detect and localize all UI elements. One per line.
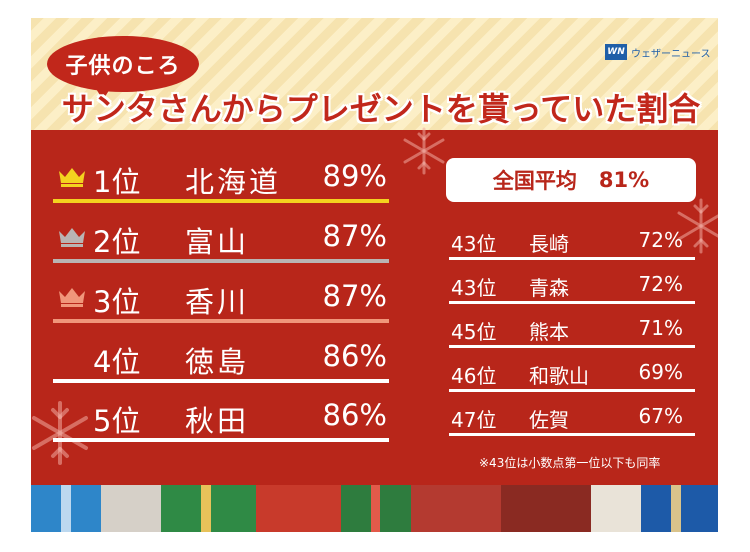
rank-underline — [53, 438, 389, 442]
crown-silver-icon — [59, 228, 85, 247]
rank-underline — [449, 257, 695, 260]
prefecture-label: 熊本 — [529, 320, 569, 344]
value-label: 87% — [322, 279, 387, 313]
rank-label: 46位 — [451, 364, 497, 388]
value-label: 69% — [638, 360, 683, 384]
rank-row-1: 1位 北海道 89% — [53, 153, 389, 203]
crown-bronze-icon — [59, 288, 85, 307]
rank-label: 4位 — [93, 345, 141, 379]
gift-boxes-decoration — [31, 485, 718, 532]
average-value: 81% — [598, 168, 650, 192]
prefecture-label: 秋田 — [185, 404, 250, 438]
value-label: 86% — [322, 339, 387, 373]
infographic-card: 子供のころ WN ウェザーニュース サンタさんからプレゼントを貰っていた割合 — [31, 18, 718, 532]
low-rank-row-2: 43位 青森 72% — [449, 264, 695, 304]
low-rank-row-1: 43位 長崎 72% — [449, 220, 695, 260]
rank-underline — [449, 301, 695, 304]
logo-text: ウェザーニュース — [631, 48, 711, 60]
rank-label: 45位 — [451, 320, 497, 344]
national-average-box: 全国平均 81% — [446, 158, 696, 202]
rank-underline — [449, 433, 695, 436]
prefecture-label: 徳島 — [185, 345, 250, 379]
prefecture-label: 北海道 — [185, 165, 282, 199]
prefecture-label: 佐賀 — [529, 408, 569, 432]
value-label: 72% — [638, 228, 683, 252]
low-rank-row-4: 46位 和歌山 69% — [449, 352, 695, 392]
rank-label: 2位 — [93, 225, 141, 259]
rank-underline — [449, 389, 695, 392]
rank-label: 43位 — [451, 276, 497, 300]
prefecture-label: 富山 — [185, 225, 250, 259]
rank-row-4: 4位 徳島 86% — [53, 333, 389, 383]
subtitle-badge-tail — [93, 84, 113, 100]
value-label: 86% — [322, 398, 387, 432]
crown-gold-icon — [59, 168, 85, 187]
rank-label: 1位 — [93, 165, 141, 199]
value-label: 67% — [638, 404, 683, 428]
value-label: 72% — [638, 272, 683, 296]
logo-mark: WN — [605, 44, 627, 60]
rank-underline — [53, 199, 389, 203]
rank-underline — [53, 319, 389, 323]
rank-underline — [53, 379, 389, 383]
rank-label: 43位 — [451, 232, 497, 256]
prefecture-label: 青森 — [529, 276, 569, 300]
header-banner: 子供のころ WN ウェザーニュース サンタさんからプレゼントを貰っていた割合 — [31, 18, 718, 130]
value-label: 87% — [322, 219, 387, 253]
low-rank-row-3: 45位 熊本 71% — [449, 308, 695, 348]
prefecture-label: 和歌山 — [529, 364, 589, 388]
rank-label: 3位 — [93, 285, 141, 319]
average-label: 全国平均 — [492, 169, 577, 193]
value-label: 71% — [638, 316, 683, 340]
subtitle-text: 子供のころ — [65, 54, 181, 79]
rank-row-5: 5位 秋田 86% — [53, 392, 389, 442]
value-label: 89% — [322, 159, 387, 193]
snowflake-icon — [677, 198, 718, 254]
prefecture-label: 香川 — [185, 285, 250, 319]
snowflake-icon — [32, 401, 88, 465]
rank-label: 47位 — [451, 408, 497, 432]
rank-row-3: 3位 香川 87% — [53, 273, 389, 323]
rank-label: 5位 — [93, 404, 141, 438]
weathernews-logo: WN ウェザーニュース — [605, 38, 717, 66]
chart-title: サンタさんからプレゼントを貰っていた割合 — [61, 90, 701, 128]
rank-underline — [449, 345, 695, 348]
subtitle-badge: 子供のころ — [47, 36, 199, 92]
rank-row-2: 2位 富山 87% — [53, 213, 389, 263]
low-rank-row-5: 47位 佐賀 67% — [449, 396, 695, 436]
snowflake-icon — [403, 127, 445, 175]
footnote: ※43位は小数点第一位以下も同率 — [479, 456, 661, 470]
prefecture-label: 長崎 — [529, 232, 569, 256]
rank-underline — [53, 259, 389, 263]
